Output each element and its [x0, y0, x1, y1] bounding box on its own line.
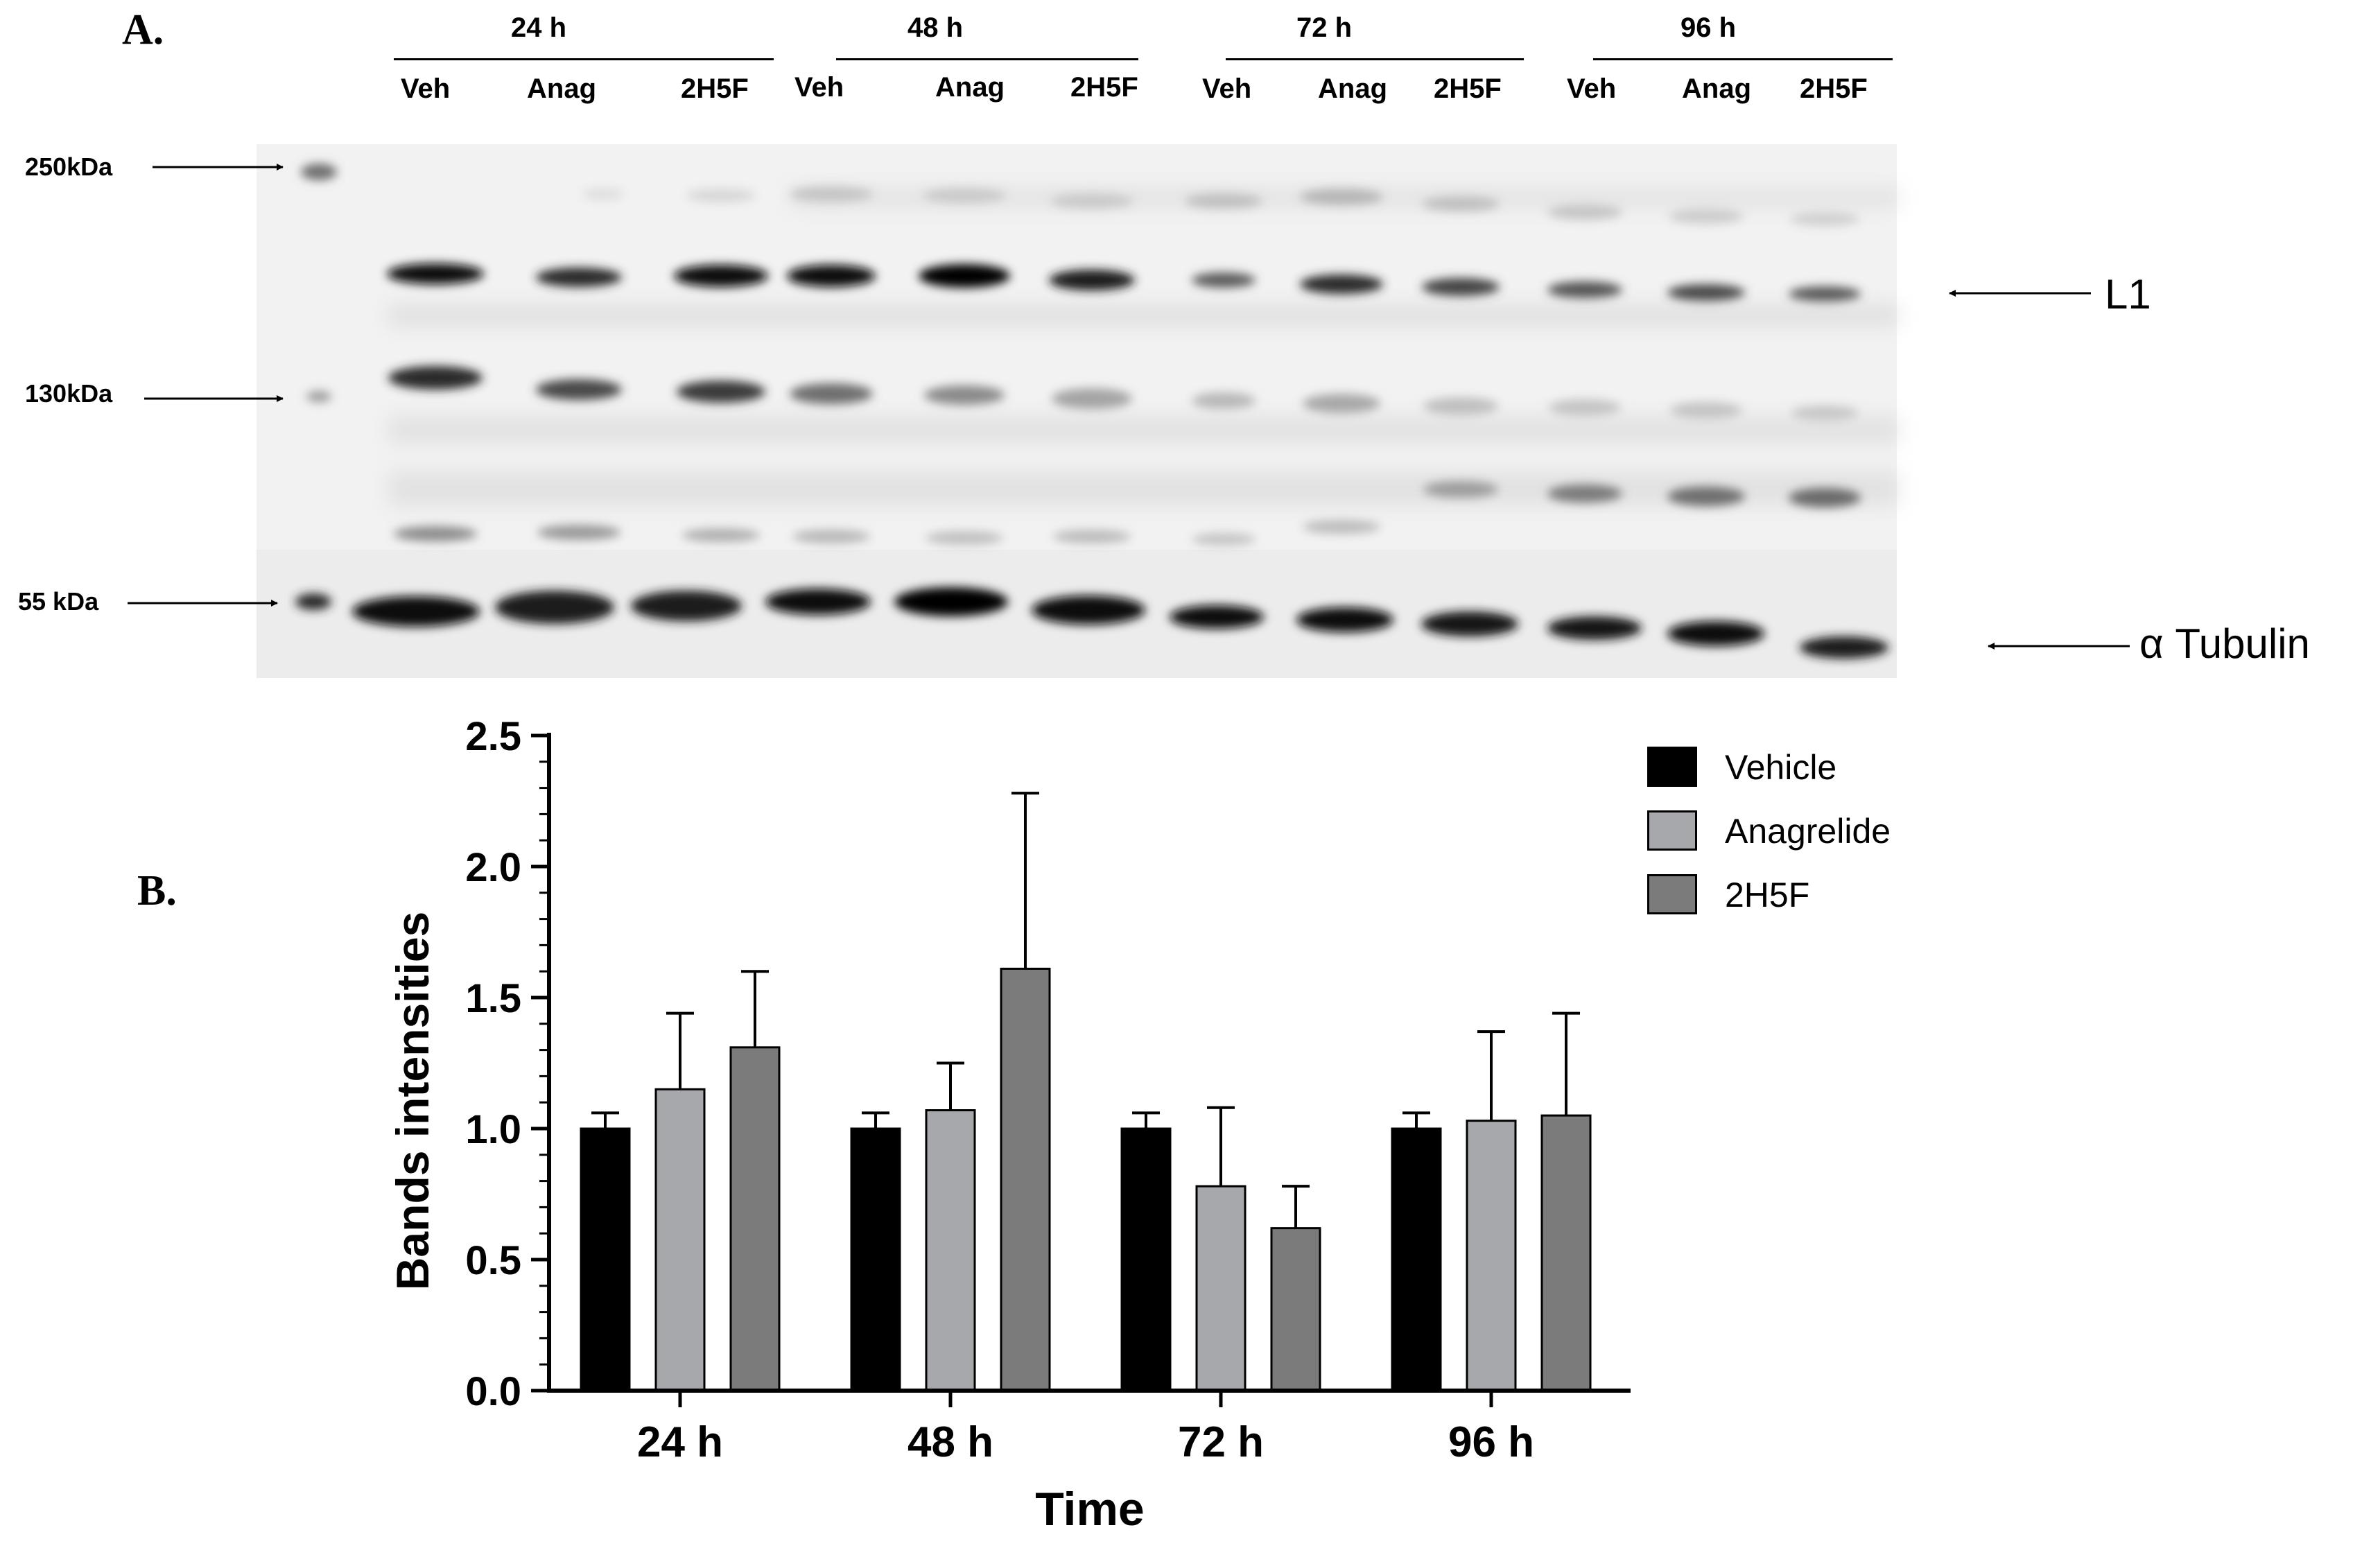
bar-2h5f-48h — [1000, 967, 1051, 1392]
tubulin-band-label: α Tubulin — [2139, 620, 2310, 667]
lower-faint-bands — [394, 481, 1861, 546]
legend-label-vehicle: Vehicle — [1725, 748, 1837, 787]
panel-b-label: B. — [137, 867, 177, 914]
header-underline — [1226, 58, 1524, 60]
time-header-72h: 72 h — [1296, 12, 1353, 43]
x-tick-label: 24 h — [637, 1418, 723, 1466]
x-tick-label: 72 h — [1178, 1418, 1264, 1466]
lane-label: Anag — [1318, 73, 1387, 104]
bar-vehicle-48h — [850, 1127, 901, 1392]
y-tick-label: 0.5 — [465, 1238, 521, 1283]
y-axis-title: Bands intensities — [387, 912, 438, 1290]
time-header-24h: 24 h — [511, 12, 567, 43]
x-tick-label: 96 h — [1448, 1418, 1534, 1466]
secondary-bands — [388, 366, 1858, 421]
legend-label-anagrelide: Anagrelide — [1725, 812, 1891, 851]
bar-chart: 0.0 0.5 1.0 1.5 2.0 2.5 24 h 48 h 72 h 96 h Bands… — [387, 714, 1631, 1536]
lane-label: Veh — [1202, 73, 1252, 104]
legend-label-2h5f: 2H5F — [1725, 876, 1810, 914]
legend-swatch-vehicle — [1647, 747, 1697, 787]
y-tick-label: 1.5 — [465, 976, 521, 1021]
l1-bands — [387, 263, 1861, 302]
time-header-48h: 48 h — [907, 12, 964, 43]
l1-band-label: L1 — [2105, 271, 2151, 318]
bar-2h5f-72h — [1270, 1227, 1321, 1392]
marker-55kda: 55 kDa — [18, 587, 99, 616]
bar-2h5f-24h — [729, 1046, 781, 1392]
marker-130kda: 130kDa — [25, 379, 113, 408]
bar-anagrelide-24h — [654, 1088, 706, 1392]
bar-vehicle-72h — [1120, 1127, 1172, 1392]
header-underline — [836, 58, 1138, 60]
bar-vehicle-96h — [1391, 1127, 1442, 1392]
bar-2h5f-96h — [1540, 1114, 1592, 1392]
lane-label: Anag — [527, 73, 596, 104]
western-blot — [128, 144, 2130, 678]
y-tick-label: 2.5 — [465, 714, 521, 759]
lane-label: 2H5F — [681, 73, 749, 104]
legend-swatch-2h5f — [1647, 874, 1697, 914]
header-underline — [394, 58, 774, 60]
y-tick-label: 0.0 — [465, 1369, 521, 1414]
x-tick-label: 48 h — [907, 1418, 993, 1466]
bar-anagrelide-72h — [1195, 1185, 1247, 1392]
header-underline — [1593, 58, 1893, 60]
marker-250kda: 250kDa — [25, 153, 113, 181]
x-axis-title: Time — [1035, 1483, 1144, 1536]
bar-anagrelide-48h — [925, 1109, 976, 1392]
lane-label: Anag — [935, 72, 1005, 103]
y-tick-label: 1.0 — [465, 1107, 521, 1152]
bar-vehicle-24h — [580, 1127, 631, 1392]
lane-label: 2H5F — [1800, 73, 1868, 104]
lane-label: Veh — [1567, 73, 1617, 104]
y-tick-label: 2.0 — [465, 845, 521, 890]
lane-label: 2H5F — [1434, 73, 1502, 104]
bar-anagrelide-96h — [1466, 1120, 1517, 1392]
legend-swatch-anagrelide — [1647, 810, 1697, 851]
time-header-96h: 96 h — [1680, 12, 1737, 43]
lane-label: 2H5F — [1070, 72, 1138, 103]
tubulin-bands — [352, 587, 1888, 659]
lane-label: Veh — [794, 72, 844, 103]
upper-faint-bands — [582, 186, 1859, 226]
lane-label: Veh — [401, 73, 451, 104]
lane-label: Anag — [1682, 73, 1751, 104]
panel-a-label: A. — [122, 6, 164, 53]
marker-ladder — [295, 164, 337, 610]
